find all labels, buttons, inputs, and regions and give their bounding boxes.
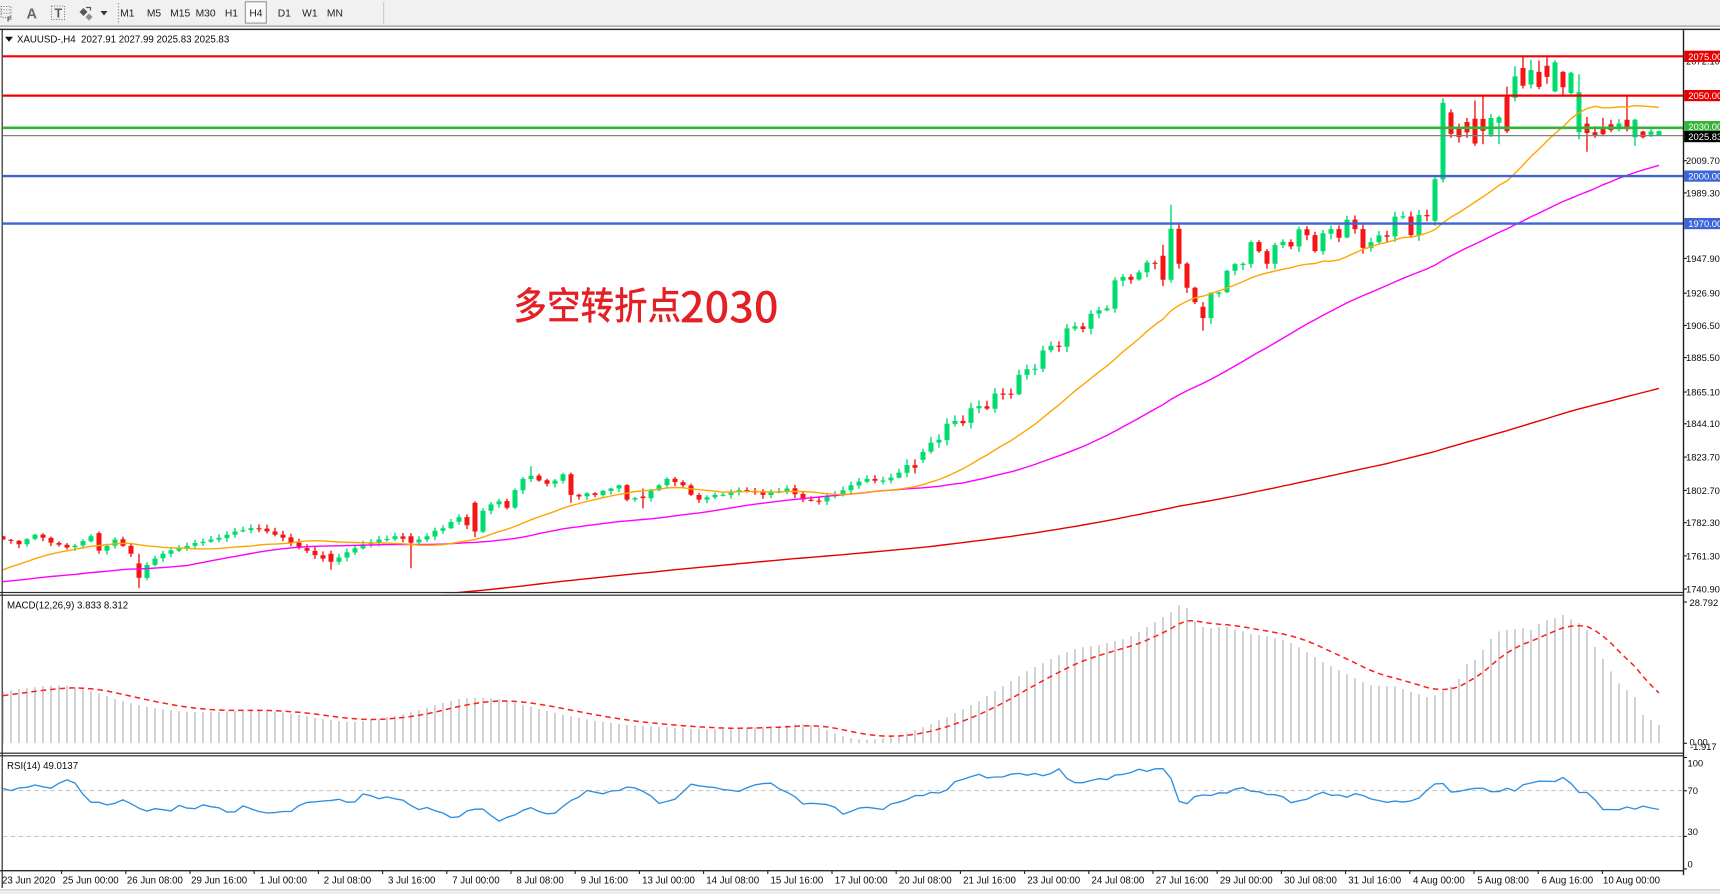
svg-text:0.00: 0.00 <box>1690 737 1708 748</box>
svg-text:6 Aug 16:00: 6 Aug 16:00 <box>1541 875 1593 886</box>
svg-text:F: F <box>7 15 12 24</box>
svg-text:1 Jul 00:00: 1 Jul 00:00 <box>260 875 308 886</box>
svg-text:M1: M1 <box>120 9 135 20</box>
svg-text:26 Jun 08:00: 26 Jun 08:00 <box>127 875 184 886</box>
svg-text:1740.90: 1740.90 <box>1686 583 1720 594</box>
svg-text:1885.50: 1885.50 <box>1686 352 1720 363</box>
svg-text:1802.70: 1802.70 <box>1686 485 1720 496</box>
svg-text:29 Jun 16:00: 29 Jun 16:00 <box>191 875 248 886</box>
svg-text:H4: H4 <box>249 9 262 20</box>
svg-text:2009.70: 2009.70 <box>1686 155 1720 166</box>
svg-text:D1: D1 <box>278 9 291 20</box>
svg-text:15 Jul 16:00: 15 Jul 16:00 <box>771 875 824 886</box>
svg-text:20 Jul 08:00: 20 Jul 08:00 <box>899 875 952 886</box>
svg-text:MN: MN <box>327 9 343 20</box>
svg-text:M30: M30 <box>196 9 216 20</box>
svg-text:4 Aug 00:00: 4 Aug 00:00 <box>1413 875 1465 886</box>
svg-text:7 Jul 00:00: 7 Jul 00:00 <box>452 875 500 886</box>
svg-text:2000.00: 2000.00 <box>1688 171 1720 182</box>
svg-text:1761.30: 1761.30 <box>1686 550 1720 561</box>
svg-text:2 Jul 08:00: 2 Jul 08:00 <box>324 875 372 886</box>
svg-text:24 Jul 08:00: 24 Jul 08:00 <box>1092 875 1145 886</box>
svg-text:T: T <box>55 7 63 21</box>
svg-text:1865.10: 1865.10 <box>1686 386 1720 397</box>
svg-text:M15: M15 <box>170 9 190 20</box>
svg-text:1926.90: 1926.90 <box>1686 288 1720 299</box>
svg-text:W1: W1 <box>302 9 318 20</box>
svg-text:23 Jul 00:00: 23 Jul 00:00 <box>1027 875 1080 886</box>
svg-text:27 Jul 16:00: 27 Jul 16:00 <box>1156 875 1209 886</box>
svg-text:0: 0 <box>1688 859 1693 870</box>
svg-text:9 Jul 16:00: 9 Jul 16:00 <box>581 875 629 886</box>
svg-text:2025.83: 2025.83 <box>1688 131 1720 142</box>
svg-text:17 Jul 00:00: 17 Jul 00:00 <box>835 875 888 886</box>
svg-text:1947.90: 1947.90 <box>1686 253 1720 264</box>
svg-text:5 Aug 08:00: 5 Aug 08:00 <box>1477 875 1529 886</box>
svg-text:30 Jul 08:00: 30 Jul 08:00 <box>1284 875 1337 886</box>
svg-text:2030.00: 2030.00 <box>1688 121 1720 132</box>
svg-text:30: 30 <box>1688 826 1698 837</box>
svg-text:3 Jul 16:00: 3 Jul 16:00 <box>388 875 436 886</box>
svg-text:1906.50: 1906.50 <box>1686 320 1720 331</box>
svg-text:25 Jun 00:00: 25 Jun 00:00 <box>63 875 120 886</box>
svg-text:28.792: 28.792 <box>1690 597 1719 608</box>
svg-text:M5: M5 <box>147 9 162 20</box>
svg-text:H1: H1 <box>225 9 238 20</box>
svg-text:70: 70 <box>1688 785 1698 796</box>
svg-text:23 Jun 2020: 23 Jun 2020 <box>2 875 56 886</box>
svg-text:8 Jul 08:00: 8 Jul 08:00 <box>516 875 564 886</box>
svg-text:A: A <box>27 7 38 23</box>
svg-text:21 Jul 16:00: 21 Jul 16:00 <box>963 875 1016 886</box>
svg-text:29 Jul 00:00: 29 Jul 00:00 <box>1220 875 1273 886</box>
svg-text:1844.10: 1844.10 <box>1686 418 1720 429</box>
svg-text:13 Jul 00:00: 13 Jul 00:00 <box>642 875 695 886</box>
svg-text:14 Jul 08:00: 14 Jul 08:00 <box>706 875 759 886</box>
svg-text:1782.30: 1782.30 <box>1686 517 1720 528</box>
svg-text:2050.00: 2050.00 <box>1688 90 1720 101</box>
svg-text:-1.917: -1.917 <box>1690 741 1717 752</box>
svg-text:1823.70: 1823.70 <box>1686 452 1720 463</box>
svg-text:1970.00: 1970.00 <box>1688 218 1720 229</box>
svg-text:MACD(12,26,9) 3.833 8.312: MACD(12,26,9) 3.833 8.312 <box>7 600 128 611</box>
svg-text:31 Jul 16:00: 31 Jul 16:00 <box>1348 875 1401 886</box>
svg-text:1989.30: 1989.30 <box>1686 187 1720 198</box>
svg-text:XAUUSD-,H4 2027.91 2027.99 20: XAUUSD-,H4 2027.91 2027.99 2025.83 2025.… <box>17 34 229 45</box>
svg-text:10 Aug 00:00: 10 Aug 00:00 <box>1603 875 1661 886</box>
svg-text:100: 100 <box>1688 758 1704 769</box>
svg-text:RSI(14) 49.0137: RSI(14) 49.0137 <box>7 761 78 772</box>
svg-text:2075.00: 2075.00 <box>1688 51 1720 62</box>
